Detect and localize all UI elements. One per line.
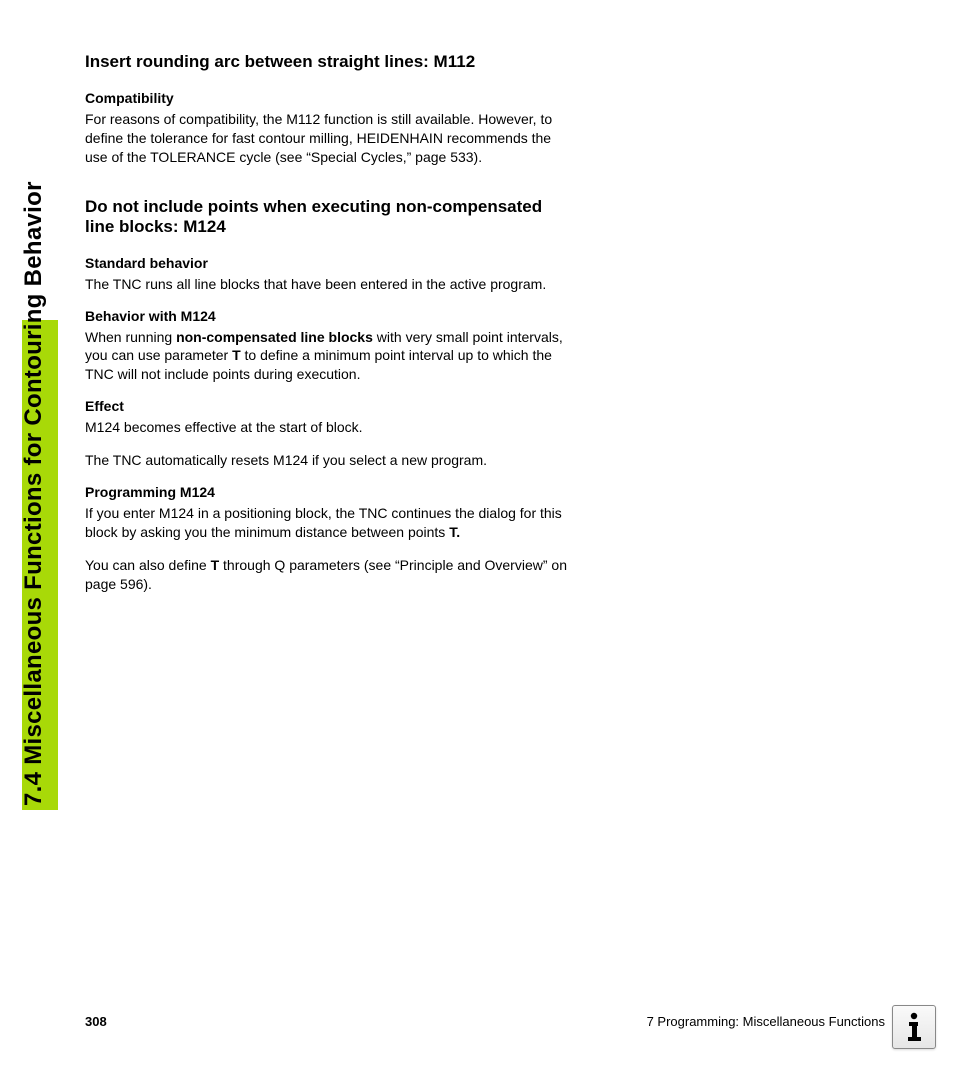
chapter-ref: 7 Programming: Miscellaneous Functions [647,1014,885,1029]
subsection-heading: Programming M124 [85,484,575,500]
side-section-title: 7.4 Miscellaneous Functions for Contouri… [20,181,48,806]
paragraph: For reasons of compatibility, the M112 f… [85,110,575,167]
subsection-heading: Standard behavior [85,255,575,271]
paragraph: M124 becomes effective at the start of b… [85,418,575,437]
text-run: You can also define [85,557,211,573]
text-run: If you enter M124 in a positioning block… [85,505,562,540]
subsection-heading: Effect [85,398,575,414]
bold-run: T. [449,524,460,540]
text-run: When running [85,329,176,345]
paragraph: The TNC runs all line blocks that have b… [85,275,575,294]
bold-run: T [232,347,241,363]
paragraph: When running non-compensated line blocks… [85,328,575,385]
page-footer: 308 7 Programming: Miscellaneous Functio… [85,1014,885,1029]
subsection-heading: Behavior with M124 [85,308,575,324]
section-heading: Insert rounding arc between straight lin… [85,52,575,72]
section-heading: Do not include points when executing non… [85,197,575,237]
subsection-heading: Compatibility [85,90,575,106]
info-icon [892,1005,936,1049]
main-content: Insert rounding arc between straight lin… [85,52,575,608]
paragraph: You can also define T through Q paramete… [85,556,575,594]
paragraph: If you enter M124 in a positioning block… [85,504,575,542]
paragraph: The TNC automatically resets M124 if you… [85,451,575,470]
bold-run: non-compensated line blocks [176,329,373,345]
page-number: 308 [85,1014,107,1029]
bold-run: T [211,557,220,573]
